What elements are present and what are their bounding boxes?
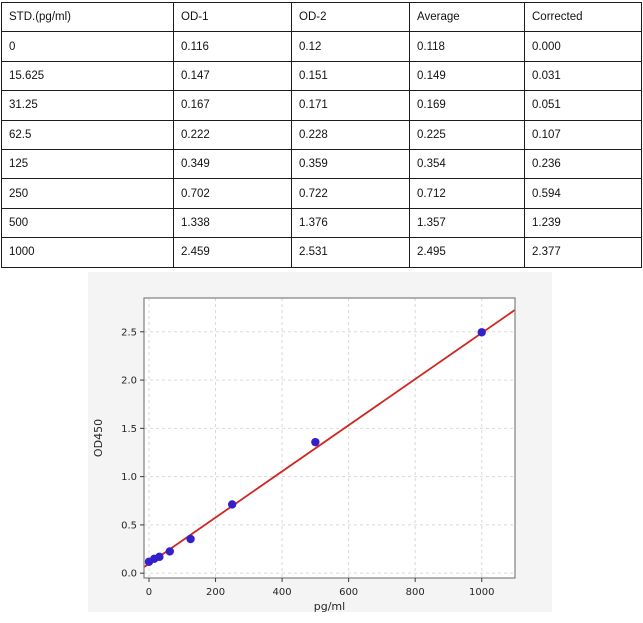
x-tick-label: 0: [146, 587, 152, 598]
table-cell: 0.354: [409, 148, 525, 180]
y-tick-label: 1.0: [121, 472, 137, 483]
table-cell: 62.5: [1, 119, 174, 150]
column-header: OD-1: [173, 1, 292, 33]
table-cell: 250: [1, 178, 174, 209]
table-cell: 2.531: [291, 237, 410, 268]
fit-line: [143, 309, 516, 568]
table-cell: 0.118: [409, 31, 525, 62]
data-point: [311, 437, 320, 447]
table-cell: 125: [1, 148, 174, 180]
table-cell: 31.25: [1, 90, 174, 121]
table-cell: 0.116: [173, 31, 292, 62]
table-cell: 0.169: [409, 90, 525, 121]
y-axis-label: OD450: [92, 419, 105, 457]
column-header: Average: [409, 1, 525, 33]
table-cell: 0.051: [524, 90, 642, 121]
table-row: 500 1.338 1.376 1.357 1.239: [1, 207, 642, 239]
column-header: OD-2: [291, 1, 410, 33]
y-tick-label: 0.5: [121, 520, 137, 531]
table-header-row: STD.(pg/ml) OD-1 OD-2 Average Corrected: [1, 1, 642, 33]
column-header: Corrected: [524, 1, 642, 33]
table-cell: 1.239: [524, 207, 642, 239]
table-cell: 2.495: [409, 237, 525, 268]
table-row: 1000 2.459 2.531 2.495 2.377: [1, 237, 642, 268]
x-tick-label: 800: [406, 587, 425, 598]
y-tick-label: 0.0: [121, 569, 137, 580]
table-cell: 1.376: [291, 207, 410, 239]
data-point: [155, 552, 164, 562]
table-cell: 2.459: [173, 237, 292, 268]
table-body: 0 0.116 0.12 0.118 0.000 15.625 0.147 0.151 0.14…: [1, 31, 642, 268]
standard-curve-figure: 0 200 400 600 800 1000 0.0 0.5 1.0 1.5 2.0 2.5 pg/ml…: [88, 272, 552, 613]
table-cell: 0.349: [173, 148, 292, 180]
table-cell: 0.702: [173, 178, 292, 209]
x-axis-label: pg/ml: [314, 600, 345, 612]
table-row: 31.25 0.167 0.171 0.169 0.051: [1, 90, 642, 121]
table-row: 125 0.349 0.359 0.354 0.236: [1, 148, 642, 180]
table-cell: 0.171: [291, 90, 410, 121]
table-row: 15.625 0.147 0.151 0.149 0.031: [1, 60, 642, 92]
standard-curve-chart: 0 200 400 600 800 1000 0.0 0.5 1.0 1.5 2.0 2.5 pg/ml…: [92, 297, 516, 613]
table-cell: 0.225: [409, 119, 525, 150]
table-cell: 1.357: [409, 207, 525, 239]
table-cell: 0.12: [291, 31, 410, 62]
table-cell: 0.151: [291, 60, 410, 92]
table-cell: 0.712: [409, 178, 525, 209]
x-tick-label: 200: [206, 587, 225, 598]
table-cell: 0.000: [524, 31, 642, 62]
table-cell: 0.149: [409, 60, 525, 92]
x-tick-label: 400: [273, 587, 292, 598]
x-tick-label: 1000: [469, 587, 494, 598]
table-cell: 1.338: [173, 207, 292, 239]
table-cell: 0.107: [524, 119, 642, 150]
x-tick-label: 600: [339, 587, 358, 598]
table-cell: 0.031: [524, 60, 642, 92]
table-cell: 15.625: [1, 60, 174, 92]
table-cell: 1000: [1, 237, 174, 268]
table-cell: 0.147: [173, 60, 292, 92]
table-cell: 0.236: [524, 148, 642, 180]
data-point: [227, 500, 237, 509]
table-cell: 0.359: [291, 148, 410, 180]
data-point: [186, 534, 195, 544]
column-header: STD.(pg/ml): [1, 1, 174, 33]
table-cell: 2.377: [524, 237, 642, 268]
table-row: 250 0.702 0.722 0.712 0.594: [1, 178, 642, 209]
table-cell: 0.167: [173, 90, 292, 121]
y-tick-label: 2.5: [121, 327, 137, 338]
table-cell: 0.222: [173, 119, 292, 150]
table-cell: 0.228: [291, 119, 410, 150]
table-row: 0 0.116 0.12 0.118 0.000: [1, 31, 642, 62]
data-point: [165, 547, 174, 556]
data-point: [477, 328, 486, 337]
plot-border: [143, 297, 516, 579]
standards-table: STD.(pg/ml) OD-1 OD-2 Average Corrected 0 0.1…: [1, 1, 642, 268]
table-row: 62.5 0.222 0.228 0.225 0.107: [1, 119, 642, 150]
y-tick-label: 1.5: [121, 424, 137, 435]
table-cell: 0.722: [291, 178, 410, 209]
table-cell: 0: [1, 31, 174, 62]
table-cell: 0.594: [524, 178, 642, 209]
table-cell: 500: [1, 207, 174, 239]
y-tick-label: 2.0: [121, 376, 137, 387]
